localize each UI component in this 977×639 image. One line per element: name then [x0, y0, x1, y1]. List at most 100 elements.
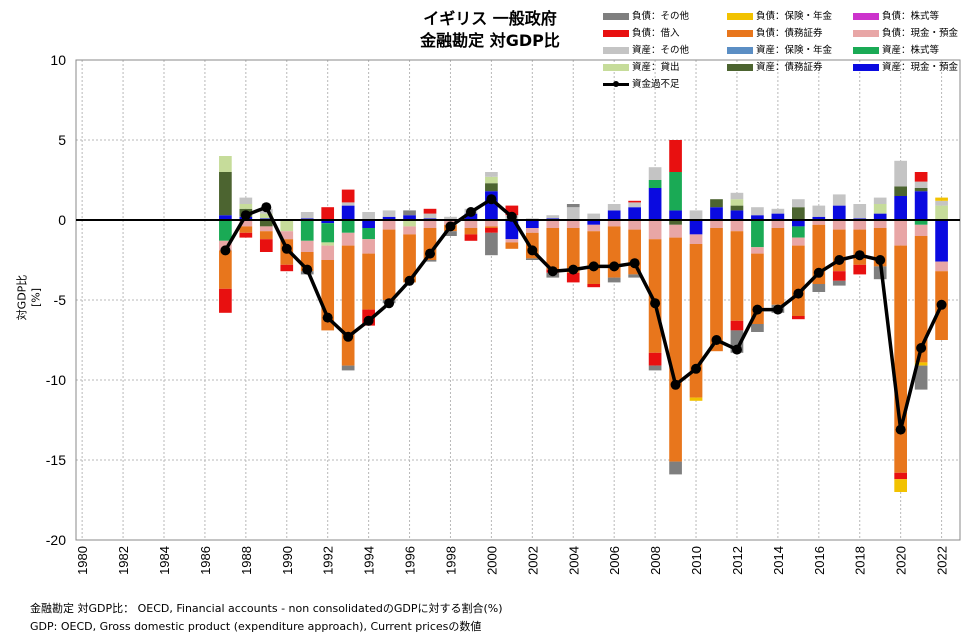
y-tick-label: -5: [54, 292, 67, 308]
bar-segment: [812, 284, 826, 292]
bar-segment: [464, 234, 478, 241]
plot-border: [75, 59, 961, 541]
bar-segment: [280, 231, 294, 240]
bar-segment: [341, 365, 355, 371]
x-tick-label: 2012: [730, 546, 745, 575]
bar-segment: [587, 220, 601, 225]
legend-label: 負債：債務証券: [756, 28, 823, 39]
balance-point: [322, 312, 333, 323]
bar-segment: [648, 239, 662, 353]
x-tick-label: 1988: [239, 546, 254, 575]
bar-segment: [730, 231, 744, 321]
bar-segment: [382, 229, 396, 300]
bar-segment: [485, 220, 498, 227]
legend-item: 負債：その他: [603, 8, 689, 22]
bar-segment: [546, 220, 560, 228]
bar-segment: [566, 204, 580, 208]
bar-segment: [894, 479, 908, 492]
y-axis-label: 対GDP比 [%]: [15, 274, 43, 321]
bar-segment: [873, 197, 887, 204]
bar-segment: [403, 234, 416, 283]
bar-segment: [566, 220, 580, 228]
bar-segment: [382, 220, 396, 230]
bar-segment: [751, 220, 764, 248]
balance-point: [834, 255, 845, 265]
bar-segment: [300, 220, 314, 241]
x-tick-label: 1994: [362, 546, 377, 575]
bar-segment: [648, 365, 662, 371]
bar-segment: [423, 208, 437, 214]
bar-segment: [730, 199, 744, 206]
bar-segment: [791, 226, 805, 238]
bar-segment: [914, 224, 928, 236]
bar-segment: [444, 231, 457, 236]
bar-segment: [566, 272, 580, 283]
balance-point: [527, 245, 538, 256]
bar-segment: [239, 226, 253, 233]
bar-segment: [771, 208, 785, 214]
bar-segment: [894, 472, 908, 480]
bar-segment: [259, 220, 273, 227]
legend-swatch: [727, 47, 753, 54]
bar-segment: [832, 220, 846, 230]
x-tick-label: 1980: [75, 546, 90, 575]
balance-point: [261, 202, 272, 213]
bar-segment: [525, 220, 539, 228]
bar-segment: [219, 220, 232, 241]
bar-segment: [239, 232, 253, 238]
balance-point: [731, 344, 742, 355]
bar-segment: [485, 226, 498, 228]
bar-segment: [914, 362, 928, 366]
bar-segment: [710, 228, 723, 352]
bar-segment: [689, 397, 703, 401]
bar-segment: [505, 242, 519, 249]
bar-segment: [219, 172, 232, 216]
bar-segment: [607, 204, 621, 211]
bar-segment: [914, 172, 928, 182]
bar-segment: [341, 189, 355, 203]
bar-segment: [362, 253, 375, 310]
x-tick-label: 2010: [689, 546, 704, 575]
x-tick-label: 2020: [894, 546, 909, 575]
bar-segment: [280, 264, 294, 272]
x-tick-label: 2008: [648, 546, 663, 575]
balance-point: [486, 194, 497, 205]
balance-point: [793, 288, 804, 299]
bar-segment: [403, 215, 416, 220]
bar-segment: [832, 271, 846, 281]
legend-label: 負債：株式等: [882, 11, 940, 22]
bar-segment: [321, 207, 335, 220]
bar-segment: [219, 156, 232, 172]
x-tick-label: 2018: [853, 546, 868, 575]
legend-item: 負債：債務証券: [727, 25, 823, 39]
bar-segment: [362, 239, 375, 254]
bar-segment: [587, 231, 601, 284]
bar-segment: [669, 237, 682, 462]
bar-segment: [791, 220, 805, 227]
bar-segment: [546, 215, 560, 219]
bar-segment: [587, 284, 601, 288]
bar-segment: [607, 220, 621, 227]
bar-segment: [341, 202, 355, 206]
bar-segment: [791, 207, 805, 220]
bar-segment: [525, 258, 539, 260]
balance-point: [568, 264, 579, 275]
chart-title-line1: イギリス 一般政府: [423, 9, 557, 28]
bar-segment: [935, 197, 948, 201]
bar-segment: [607, 277, 621, 283]
balance-line: [220, 194, 947, 435]
bar-segment: [935, 261, 948, 272]
balance-point: [425, 248, 436, 259]
balance-point: [384, 298, 395, 309]
bar-segment: [444, 216, 457, 220]
bar-segment: [587, 213, 601, 220]
bar-segment: [935, 205, 948, 220]
legend-swatch: [853, 13, 879, 20]
bar-segment: [546, 228, 560, 270]
legend-label: 資産：債務証券: [756, 62, 823, 73]
bar-segment: [791, 316, 805, 320]
legend-item: 負債：借入: [603, 25, 680, 39]
bar-segment: [812, 205, 826, 217]
x-tick-label: 1984: [157, 546, 172, 575]
